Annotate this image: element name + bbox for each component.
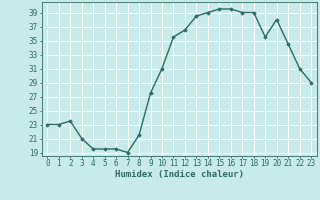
X-axis label: Humidex (Indice chaleur): Humidex (Indice chaleur) — [115, 170, 244, 179]
